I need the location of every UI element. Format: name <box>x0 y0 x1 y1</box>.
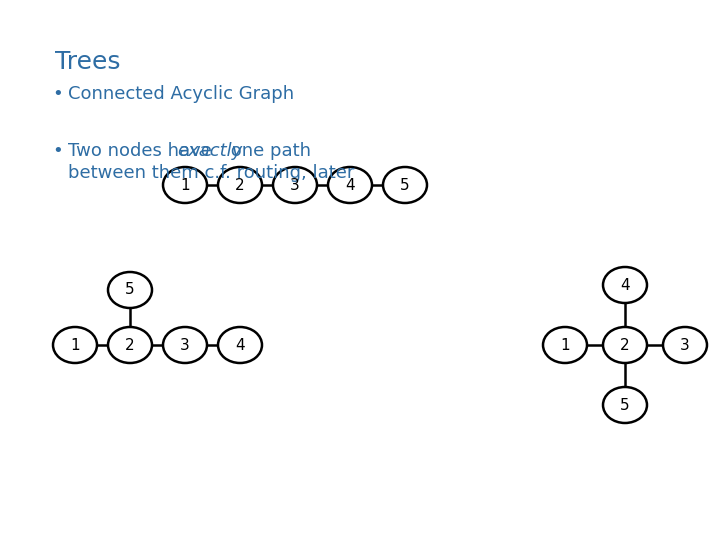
Ellipse shape <box>163 167 207 203</box>
Text: 2: 2 <box>125 338 135 353</box>
Text: one path: one path <box>225 142 311 160</box>
Text: 1: 1 <box>70 338 80 353</box>
Text: 4: 4 <box>345 178 355 192</box>
Text: 5: 5 <box>400 178 410 192</box>
Text: Two nodes have: Two nodes have <box>68 142 217 160</box>
Text: 2: 2 <box>620 338 630 353</box>
Ellipse shape <box>603 327 647 363</box>
Ellipse shape <box>543 327 587 363</box>
Ellipse shape <box>218 167 262 203</box>
Ellipse shape <box>603 387 647 423</box>
Ellipse shape <box>328 167 372 203</box>
Ellipse shape <box>383 167 427 203</box>
Ellipse shape <box>163 327 207 363</box>
Text: between them c.f. routing, later: between them c.f. routing, later <box>68 164 354 182</box>
Text: 1: 1 <box>560 338 570 353</box>
Text: •: • <box>52 85 63 103</box>
Ellipse shape <box>663 327 707 363</box>
Text: •: • <box>52 142 63 160</box>
Ellipse shape <box>218 327 262 363</box>
Text: 3: 3 <box>680 338 690 353</box>
Ellipse shape <box>108 272 152 308</box>
Ellipse shape <box>108 327 152 363</box>
Text: 2: 2 <box>235 178 245 192</box>
Ellipse shape <box>273 167 317 203</box>
Ellipse shape <box>603 267 647 303</box>
Text: exactly: exactly <box>178 142 243 160</box>
Text: 1: 1 <box>180 178 190 192</box>
Ellipse shape <box>53 327 97 363</box>
Text: 5: 5 <box>620 397 630 413</box>
Text: 3: 3 <box>290 178 300 192</box>
Text: 3: 3 <box>180 338 190 353</box>
Text: 5: 5 <box>125 282 135 298</box>
Text: 4: 4 <box>620 278 630 293</box>
Text: Trees: Trees <box>55 50 120 74</box>
Text: Connected Acyclic Graph: Connected Acyclic Graph <box>68 85 294 103</box>
Text: 4: 4 <box>235 338 245 353</box>
